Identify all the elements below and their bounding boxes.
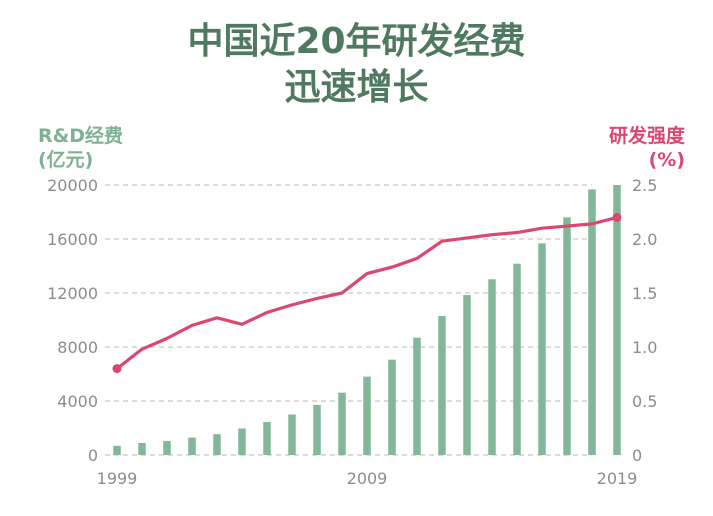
right-tick-label: 0.5 bbox=[632, 392, 657, 411]
right-axis-label-line2: (%) bbox=[648, 149, 685, 171]
chart-title-line1: 中国近20年研发经费 bbox=[187, 21, 526, 62]
bar bbox=[413, 337, 421, 455]
line-point bbox=[612, 212, 622, 222]
bar bbox=[438, 315, 446, 455]
bar bbox=[338, 392, 346, 455]
left-tick-label: 8000 bbox=[57, 338, 98, 357]
bar bbox=[238, 428, 246, 455]
bar bbox=[613, 185, 621, 455]
bar bbox=[138, 442, 146, 455]
x-tick-label: 1999 bbox=[97, 469, 138, 488]
chart-title-line2: 迅速增长 bbox=[284, 67, 429, 108]
bar bbox=[313, 404, 321, 455]
bar bbox=[513, 263, 521, 455]
right-tick-label: 1.5 bbox=[632, 284, 657, 303]
tick-labels: 0 0 4000 0.5 8000 1.0 12000 1.5 16000 2.0 20000 2.5… bbox=[47, 176, 657, 488]
bar bbox=[563, 217, 571, 455]
bar bbox=[538, 243, 546, 455]
line-path bbox=[116, 215, 618, 370]
bar bbox=[363, 376, 371, 455]
right-tick-label: 1.0 bbox=[632, 338, 657, 357]
left-tick-label: 16000 bbox=[47, 230, 98, 249]
line-point bbox=[112, 364, 122, 374]
x-tick-label: 2019 bbox=[597, 469, 638, 488]
bar bbox=[288, 414, 296, 455]
bar bbox=[213, 434, 221, 455]
gridlines bbox=[105, 184, 592, 456]
left-tick-label: 12000 bbox=[47, 284, 98, 303]
left-tick-label: 20000 bbox=[47, 176, 98, 195]
x-tick-label: 2009 bbox=[347, 469, 388, 488]
bar bbox=[263, 421, 271, 455]
bar bbox=[113, 445, 121, 455]
right-tick-label: 2.5 bbox=[632, 176, 657, 195]
bar bbox=[163, 440, 171, 455]
left-axis-label-line2: (亿元) bbox=[38, 149, 94, 171]
bar bbox=[188, 437, 196, 455]
bar bbox=[463, 295, 471, 455]
left-tick-label: 4000 bbox=[57, 392, 98, 411]
right-tick-label: 0 bbox=[632, 446, 642, 465]
bar bbox=[388, 359, 396, 455]
bar-series bbox=[113, 185, 621, 456]
line-series bbox=[112, 212, 622, 374]
left-tick-label: 0 bbox=[88, 446, 98, 465]
right-axis-label: 研发强度 (%) bbox=[609, 124, 685, 172]
right-axis-label-line1: 研发强度 bbox=[608, 125, 685, 147]
left-axis-label-line1: R&D经费 bbox=[38, 125, 123, 147]
right-tick-label: 2.0 bbox=[632, 230, 657, 249]
bar bbox=[488, 279, 496, 455]
bar bbox=[588, 189, 596, 456]
left-axis-label: R&D经费 (亿元) bbox=[38, 124, 123, 172]
